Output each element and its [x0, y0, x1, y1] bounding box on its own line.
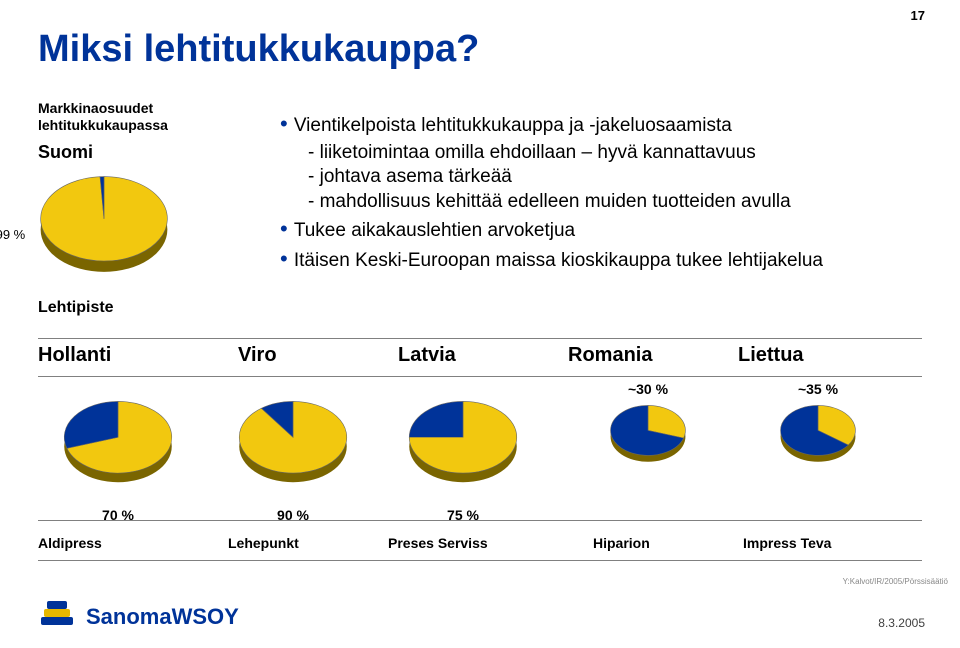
- country-viro: Viro: [238, 344, 277, 367]
- bullet-1: Vientikelpoista lehtitukkukauppa ja -jak…: [280, 110, 920, 139]
- brand-preses-serviss: Preses Serviss: [388, 535, 488, 551]
- country-hollanti: Hollanti: [38, 344, 111, 367]
- pie-suomi: [38, 275, 170, 292]
- country-liettua: Liettua: [738, 344, 804, 367]
- pct-liettua: ~35 %: [748, 381, 888, 397]
- pie-hollanti: [62, 483, 174, 500]
- divider-3: [38, 520, 922, 521]
- pie-cell-4: ~35 %: [748, 375, 888, 476]
- bullet-2: Tukee aikakauslehtien arvoketjua: [280, 215, 920, 244]
- logo-mark-icon: [38, 597, 78, 636]
- brand-impress-teva: Impress Teva: [743, 535, 831, 551]
- pie-romania: [609, 458, 687, 475]
- brand-hiparion: Hiparion: [593, 535, 650, 551]
- footer-note: Y:Kalvot/IR/2005/Pörssisäätiö: [843, 577, 948, 586]
- divider-1: [38, 338, 922, 339]
- pie-liettua: [779, 458, 857, 475]
- sub-2: johtava asema tärkeää: [308, 165, 920, 190]
- logo: SanomaWSOY: [38, 597, 239, 636]
- pie-cell-2: 75 %: [383, 395, 543, 523]
- heading-line2: lehtitukkukaupassa: [38, 117, 168, 133]
- logo-text: SanomaWSOY: [86, 604, 239, 630]
- pie-viro: [237, 483, 349, 500]
- page-number: 17: [911, 8, 925, 23]
- brand-lehepunkt: Lehepunkt: [228, 535, 299, 551]
- country-suomi: Suomi: [38, 142, 238, 163]
- pie-cell-0: 70 %: [38, 395, 198, 523]
- pie-cell-3: ~30 %: [578, 375, 718, 476]
- pie-suomi-pct: ~99 %: [0, 227, 25, 242]
- heading-line1: Markkinaosuudet: [38, 100, 153, 116]
- pie-suomi-wrap: ~99 %: [38, 169, 238, 293]
- country-latvia: Latvia: [398, 344, 456, 367]
- pie-cell-1: 90 %: [213, 395, 373, 523]
- pie-latvia: [407, 483, 519, 500]
- pct-romania: ~30 %: [578, 381, 718, 397]
- country-romania: Romania: [568, 344, 652, 367]
- brand-lehtipiste: Lehtipiste: [38, 299, 238, 317]
- divider-4: [38, 560, 922, 561]
- brand-aldipress: Aldipress: [38, 535, 102, 551]
- footer-date: 8.3.2005: [878, 616, 925, 630]
- page-title: Miksi lehtitukkukauppa?: [38, 28, 479, 71]
- left-column: Markkinaosuudet lehtitukkukaupassa Suomi…: [38, 100, 238, 317]
- bullets: Vientikelpoista lehtitukkukauppa ja -jak…: [280, 110, 920, 276]
- sub-3: mahdollisuus kehittää edelleen muiden tu…: [308, 190, 920, 215]
- sub-1: liiketoimintaa omilla ehdoillaan – hyvä …: [308, 141, 920, 166]
- bullet-3: Itäisen Keski-Euroopan maissa kioskikaup…: [280, 245, 920, 274]
- market-share-heading: Markkinaosuudet lehtitukkukaupassa: [38, 100, 238, 134]
